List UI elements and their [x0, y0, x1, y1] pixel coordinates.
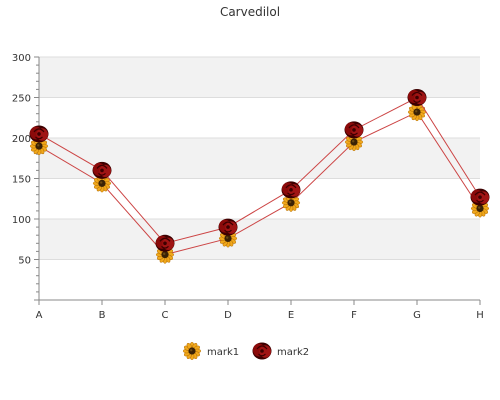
x-tick-label: B — [99, 310, 106, 321]
legend-item-mark1[interactable]: mark1 — [182, 341, 239, 361]
sunflower-icon — [182, 341, 202, 361]
series-mark2 — [29, 89, 490, 252]
rose-icon — [252, 342, 272, 360]
data-point[interactable] — [155, 234, 175, 252]
data-point[interactable] — [92, 174, 112, 193]
x-tick-label: F — [351, 310, 357, 321]
series-line — [38, 96, 481, 244]
x-tick-label: H — [476, 310, 484, 321]
data-point[interactable] — [407, 103, 427, 122]
legend-label: mark2 — [277, 347, 309, 358]
chart-title: Carvedilol — [220, 5, 280, 19]
plot-background-bands — [39, 57, 480, 260]
y-tick-label: 250 — [12, 94, 31, 105]
data-point[interactable] — [470, 188, 490, 206]
x-tick-label: D — [224, 310, 232, 321]
x-tick-label: E — [288, 310, 294, 321]
grid-band — [39, 219, 480, 260]
data-point[interactable] — [344, 121, 364, 139]
y-tick-label: 200 — [12, 134, 31, 145]
data-point[interactable] — [29, 125, 49, 143]
legend-item-mark2[interactable]: mark2 — [252, 342, 310, 360]
grid-band — [39, 138, 480, 179]
data-point[interactable] — [281, 181, 301, 199]
grid-band — [39, 57, 480, 98]
x-tick-label: C — [162, 310, 169, 321]
y-tick-label: 50 — [18, 256, 31, 267]
grid-lines — [39, 56, 480, 260]
x-tick-label: A — [36, 310, 43, 321]
y-axis-ticks: 50 100 150 200 250 300 — [12, 53, 39, 301]
data-point[interactable] — [92, 161, 112, 179]
x-tick-label: G — [413, 310, 421, 321]
y-tick-label: 300 — [12, 53, 31, 64]
series-layer — [29, 89, 490, 264]
legend[interactable]: mark1 mark2 — [182, 341, 310, 361]
series-line — [38, 111, 481, 256]
legend-label: mark1 — [207, 347, 239, 358]
y-tick-label: 100 — [12, 215, 31, 226]
x-axis-ticks: A B C D E F G H — [36, 300, 484, 321]
data-point[interactable] — [218, 218, 238, 236]
data-point[interactable] — [407, 89, 427, 106]
y-tick-label: 150 — [12, 175, 31, 186]
